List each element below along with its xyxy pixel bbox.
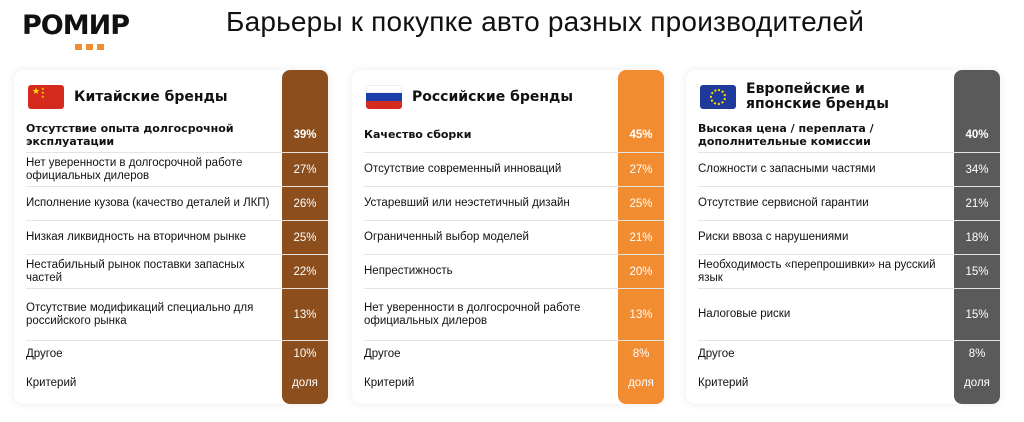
list-item: Непрестижность 20% xyxy=(364,255,664,289)
barrier-share: 13% xyxy=(629,308,653,321)
value-column xyxy=(618,70,664,404)
card-title: Европейские и японские бренды xyxy=(746,81,889,112)
barrier-label: Высокая цена / переплата / дополнительны… xyxy=(698,121,874,148)
romir-logo: РОМИР xyxy=(22,10,130,41)
list-item: Устаревший или неэстетичный дизайн 25% xyxy=(364,187,664,221)
list-item: Исполнение кузова (качество деталей и ЛК… xyxy=(26,187,328,221)
barrier-label: Налоговые риски xyxy=(698,308,791,320)
list-item: Нет уверенности в долгосрочной работе оф… xyxy=(26,153,328,187)
barrier-label: Критерий xyxy=(364,376,415,389)
barrier-list: Высокая цена / переплата / дополнительны… xyxy=(698,117,1000,399)
list-item: Качество сборки 45% xyxy=(364,117,664,153)
list-item: Низкая ликвидность на вторичном рынке 25… xyxy=(26,221,328,255)
barrier-label: Низкая ликвидность на вторичном рынке xyxy=(26,231,247,243)
list-item: Отсутствие модификаций специально для ро… xyxy=(26,289,328,341)
value-column xyxy=(282,70,328,404)
card-header: ★ ★ ★ ★ Китайские бренды xyxy=(28,80,274,114)
list-item: Ограниченный выбор моделей 21% xyxy=(364,221,664,255)
barrier-share: 27% xyxy=(629,163,653,176)
barrier-label: Другое xyxy=(364,347,401,360)
brand-card: Европейские и японские бренды Высокая це… xyxy=(686,70,1000,404)
barrier-share: 39% xyxy=(293,128,317,141)
barrier-label: Отсутствие сервисной гарантии xyxy=(698,197,869,209)
barrier-share: доля xyxy=(964,377,990,389)
barrier-label: Другое xyxy=(26,347,63,360)
barrier-share: доля xyxy=(628,377,654,389)
barrier-share: 25% xyxy=(629,197,653,210)
barrier-list: Качество сборки 45% Отсутствие современн… xyxy=(364,117,664,399)
logo-dots xyxy=(75,44,104,50)
card-title: Российские бренды xyxy=(412,88,574,105)
list-item: Отсутствие опыта долгосрочной эксплуатац… xyxy=(26,117,328,153)
barrier-label: Отсутствие современный инноваций xyxy=(364,163,562,175)
brand-card: Российские бренды Качество сборки 45% От… xyxy=(352,70,664,404)
barrier-share: 8% xyxy=(632,348,650,360)
list-item: Нет уверенности в долгосрочной работе оф… xyxy=(364,289,664,341)
list-item: Сложности с запасными частями 34% xyxy=(698,153,1000,187)
barrier-label: Ограниченный выбор моделей xyxy=(364,231,529,243)
brand-card: ★ ★ ★ ★ Китайские бренды Отсутствие опыта д… xyxy=(14,70,328,404)
barrier-share: 21% xyxy=(629,231,653,244)
list-item: Риски ввоза с нарушениями 18% xyxy=(698,221,1000,255)
list-item: Необходимость «перепрошивки» на русский … xyxy=(698,255,1000,289)
barrier-label: Отсутствие опыта долгосрочной эксплуатац… xyxy=(26,121,234,148)
list-item: Высокая цена / переплата / дополнительны… xyxy=(698,117,1000,153)
barrier-label: Устаревший или неэстетичный дизайн xyxy=(364,197,570,209)
barrier-share: 45% xyxy=(629,128,653,141)
list-item: Критерий доля xyxy=(698,367,1000,399)
barrier-share: 15% xyxy=(965,265,989,278)
barrier-share: 10% xyxy=(293,348,317,360)
list-item: Налоговые риски 15% xyxy=(698,289,1000,341)
barrier-label: Критерий xyxy=(698,376,749,389)
list-item: Отсутствие современный инноваций 27% xyxy=(364,153,664,187)
barrier-label: Нет уверенности в долгосрочной работе оф… xyxy=(364,301,581,327)
barrier-label: Исполнение кузова (качество деталей и ЛК… xyxy=(26,197,270,209)
barrier-share: 15% xyxy=(965,308,989,321)
barrier-share: 13% xyxy=(293,308,317,321)
list-item: Критерий доля xyxy=(364,367,664,399)
list-item: Нестабильный рынок поставки запасных час… xyxy=(26,255,328,289)
barrier-label: Сложности с запасными частями xyxy=(698,163,876,175)
barrier-share: 25% xyxy=(293,231,317,244)
barrier-share: 27% xyxy=(293,163,317,176)
barrier-share: 26% xyxy=(293,197,317,210)
page-title: Барьеры к покупке авто разных производит… xyxy=(226,6,865,37)
china-flag-icon: ★ ★ ★ ★ xyxy=(28,85,64,109)
barrier-share: 8% xyxy=(968,348,986,360)
barrier-share: 40% xyxy=(965,128,989,141)
eu-flag-icon xyxy=(700,85,736,109)
barrier-share: 18% xyxy=(965,231,989,244)
barrier-label: Другое xyxy=(698,347,735,360)
barrier-label: Отсутствие модификаций специально для ро… xyxy=(26,301,254,327)
barrier-share: 22% xyxy=(293,265,317,278)
barrier-label: Необходимость «перепрошивки» на русский … xyxy=(698,258,936,284)
russia-flag-icon xyxy=(366,85,402,109)
list-item: Другое 10% xyxy=(26,341,328,367)
barrier-label: Нестабильный рынок поставки запасных час… xyxy=(26,258,245,284)
card-title: Китайские бренды xyxy=(74,88,228,105)
barrier-label: Критерий xyxy=(26,376,77,389)
barrier-share: 20% xyxy=(629,265,653,278)
barrier-label: Качество сборки xyxy=(364,128,472,141)
list-item: Критерий доля xyxy=(26,367,328,399)
list-item: Отсутствие сервисной гарантии 21% xyxy=(698,187,1000,221)
card-header: Российские бренды xyxy=(366,80,612,114)
list-item: Другое 8% xyxy=(698,341,1000,367)
barrier-share: 34% xyxy=(965,163,989,176)
list-item: Другое 8% xyxy=(364,341,664,367)
barrier-share: доля xyxy=(292,377,318,389)
barrier-label: Риски ввоза с нарушениями xyxy=(698,231,849,243)
card-header: Европейские и японские бренды xyxy=(700,80,916,114)
barrier-list: Отсутствие опыта долгосрочной эксплуатац… xyxy=(26,117,328,399)
barrier-label: Непрестижность xyxy=(364,265,453,277)
barrier-share: 21% xyxy=(965,197,989,210)
barrier-label: Нет уверенности в долгосрочной работе оф… xyxy=(26,156,243,182)
value-column xyxy=(954,70,1000,404)
